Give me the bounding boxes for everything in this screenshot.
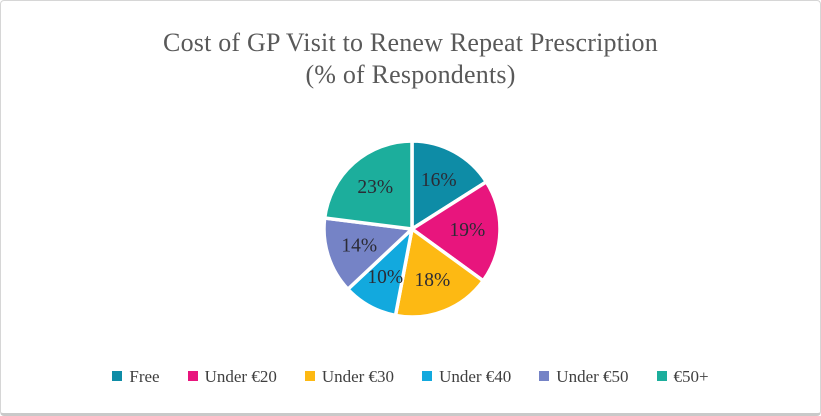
legend-item-under-40: Under €40 (422, 367, 511, 387)
pie-data-label-under-20: 19% (450, 220, 486, 241)
legend-label: Under €50 (556, 367, 629, 386)
legend-label: Free (129, 367, 160, 386)
pie-data-label-50: 23% (357, 177, 393, 198)
legend-item-50: €50+ (656, 367, 709, 387)
pie-slice-under-20 (410, 180, 502, 283)
chart-title-line2: (% of Respondents) (305, 60, 516, 89)
pie-data-label-under-30: 18% (415, 270, 451, 291)
legend-label: €50+ (673, 367, 709, 386)
chart-title-line1: Cost of GP Visit to Renew Repeat Prescri… (163, 28, 658, 57)
legend-item-under-50: Under €50 (539, 367, 629, 387)
legend-label: Under €20 (204, 367, 277, 386)
legend-item-under-30: Under €30 (304, 367, 395, 387)
legend-item-under-20: Under €20 (187, 367, 277, 387)
pie-slice-under-50 (322, 216, 414, 291)
pie-slice-50 (322, 139, 414, 231)
pie-slice-free (410, 139, 489, 231)
legend-swatch-icon (422, 371, 433, 381)
legend-swatch-icon (304, 371, 315, 381)
legend-swatch-icon (656, 371, 667, 381)
legend-label: Under €30 (321, 367, 395, 386)
legend-swatch-icon (187, 371, 198, 381)
pie-data-label-under-50: 14% (341, 236, 377, 257)
chart-title: Cost of GP Visit to Renew Repeat Prescri… (1, 27, 820, 91)
pie-data-label-free: 16% (421, 170, 457, 191)
legend-label: Under €40 (439, 367, 512, 386)
chart-legend: Free Under €20 Under €30 Under €40 Under €50… (1, 367, 820, 387)
legend-item-free: Free (112, 367, 160, 387)
legend-swatch-icon (539, 371, 550, 381)
legend-swatch-icon (112, 371, 123, 381)
pie-slice-under-30 (393, 227, 485, 319)
pie-data-label-under-40: 10% (367, 267, 403, 288)
